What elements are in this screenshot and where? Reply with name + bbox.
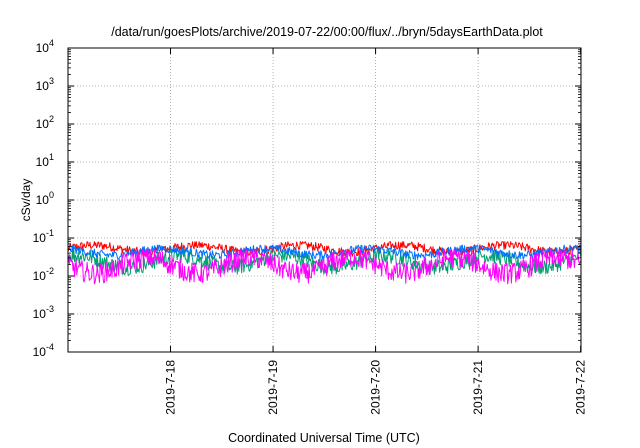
grid-lines: [68, 48, 582, 352]
y-tick-label: 10-3: [33, 304, 54, 321]
x-tick-label: 2019-7-21: [471, 360, 485, 415]
y-tick-label: 10-1: [33, 228, 54, 245]
y-axis: 10-4 10-3 10-2 10-1 100 101 102 103 104: [33, 38, 581, 359]
plot-frame: [67, 47, 582, 353]
series-line: [67, 248, 582, 285]
series-line: [67, 244, 582, 260]
x-tick-label: 2019-7-19: [266, 360, 280, 415]
y-tick-label: 102: [36, 114, 54, 131]
x-tick-label: 2019-7-20: [369, 360, 383, 415]
x-tick-label: 2019-7-18: [164, 360, 178, 415]
y-tick-label: 10-4: [33, 342, 54, 359]
y-tick-label: 104: [36, 38, 54, 55]
series-layer: [67, 241, 582, 285]
y-tick-label: 100: [36, 190, 54, 207]
x-axis: 2019-7-18 2019-7-19 2019-7-20 2019-7-21 2019…: [164, 48, 588, 415]
y-tick-label: 10-2: [33, 266, 54, 283]
y-tick-label: 101: [36, 152, 54, 169]
x-tick-label: 2019-7-22: [574, 360, 588, 415]
x-axis-label: Coordinated Universal Time (UTC): [228, 431, 420, 445]
y-axis-label: cSv/day: [19, 179, 33, 222]
y-tick-label: 103: [36, 76, 54, 93]
chart-title: /data/run/goesPlots/archive/2019-07-22/0…: [111, 25, 543, 39]
